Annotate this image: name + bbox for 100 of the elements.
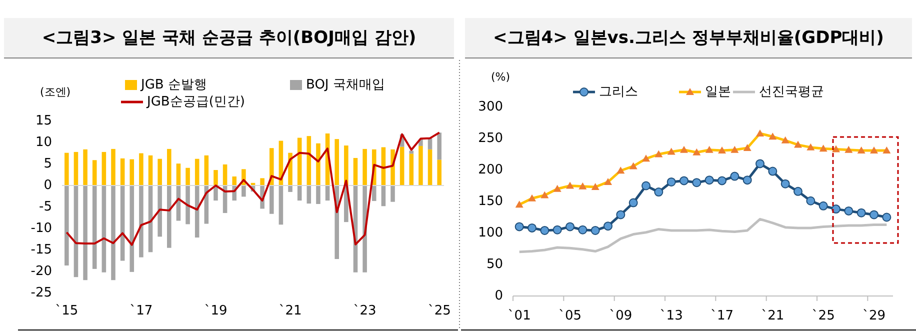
point: [604, 222, 612, 231]
y-tick-label: 250: [478, 131, 503, 146]
bar: [176, 164, 181, 186]
point: [756, 159, 764, 168]
point: [856, 208, 866, 218]
point: [578, 225, 588, 234]
x-tick-label: `21: [278, 304, 302, 318]
legend-item: 선진국평균: [733, 84, 824, 100]
legend-label: BOJ 국채매입: [306, 78, 385, 92]
point: [832, 204, 840, 214]
point: [780, 179, 790, 188]
bar: [74, 152, 78, 186]
legend-label: JGB순공급(민간): [146, 94, 245, 110]
bar: [167, 148, 172, 186]
bar: [390, 186, 395, 202]
legend-label: 일본: [705, 84, 731, 100]
point: [718, 176, 726, 186]
x-tick-label: `13: [660, 308, 683, 324]
point: [666, 177, 676, 186]
bar: [306, 186, 312, 204]
legend-item: BOJ 국채매입: [290, 78, 385, 92]
bar: [437, 132, 442, 160]
y-tick-label: 150: [478, 194, 503, 209]
bar: [334, 139, 339, 186]
bar: [372, 186, 376, 201]
y-tick-label: -15: [30, 242, 52, 258]
bar: [232, 176, 237, 186]
bar: [409, 154, 414, 186]
bar: [186, 168, 190, 186]
point: [590, 226, 600, 235]
bar: [194, 158, 200, 186]
point: [806, 196, 816, 206]
y-tick-label: 0: [494, 288, 503, 304]
bar: [111, 186, 116, 280]
y-tick-label: -25: [30, 286, 52, 300]
point: [818, 201, 828, 210]
y-tick-label: 0: [44, 178, 52, 193]
x-tick-label: `15: [55, 304, 78, 318]
bar: [74, 186, 78, 278]
y-axis-title: (조엔): [40, 86, 71, 98]
bar: [260, 178, 264, 186]
legend-label: 선진국평균: [759, 84, 824, 100]
bar: [139, 186, 144, 258]
legend-label: 그리스: [599, 84, 638, 100]
bar: [130, 186, 134, 272]
bar: [418, 146, 423, 186]
y-tick-label: 15: [35, 114, 52, 128]
bar: [102, 152, 106, 186]
legend-item: JGB순공급(민간): [121, 94, 245, 110]
y-tick-label: 200: [478, 162, 503, 178]
x-tick-label: `25: [428, 304, 451, 318]
bar: [64, 152, 69, 186]
y-tick-label: 50: [486, 257, 503, 272]
point: [704, 176, 714, 185]
y-tick-label: 100: [478, 226, 503, 240]
bar: [130, 159, 134, 186]
bar: [278, 186, 284, 225]
legend-item: 일본: [679, 84, 731, 100]
y-tick-label: 300: [478, 100, 503, 114]
chart-title: <그림3> 일본 국채 순공급 추이(BOJ매입 감안): [42, 28, 416, 48]
y-tick-label: -5: [39, 200, 52, 214]
point: [730, 172, 740, 181]
bar: [111, 148, 116, 186]
point: [552, 225, 562, 234]
bar: [325, 186, 330, 201]
bar: [242, 186, 246, 197]
bar: [428, 149, 432, 186]
point: [628, 198, 638, 208]
legend-item: 그리스: [573, 84, 638, 100]
x-tick-label: `09: [609, 308, 632, 324]
bar: [139, 153, 144, 186]
x-tick-label: `23: [353, 304, 376, 318]
chart-title: <그림4> 일본vs.그리스 정부부채비율(GDP대비): [493, 28, 884, 48]
x-tick-label: `17: [710, 308, 734, 324]
x-tick-label: `21: [761, 308, 784, 324]
bar: [102, 186, 106, 272]
point: [768, 166, 778, 176]
point: [882, 212, 892, 222]
y-tick-label: -20: [30, 264, 52, 279]
bar: [297, 186, 302, 201]
line-series: [66, 132, 440, 246]
bar: [83, 186, 88, 280]
x-tick-label: `17: [130, 304, 153, 318]
x-tick-label: `29: [862, 308, 886, 324]
bar: [120, 158, 125, 186]
bar: [158, 158, 162, 186]
x-tick-label: `25: [812, 308, 835, 324]
y-axis-title: (%): [491, 70, 510, 84]
bar: [167, 186, 172, 248]
point: [844, 206, 854, 216]
bar: [381, 186, 386, 206]
point: [742, 176, 752, 185]
bar: [64, 186, 69, 266]
point: [642, 181, 650, 190]
point: [692, 178, 702, 188]
point: [528, 223, 536, 232]
bar: [400, 146, 404, 186]
bar: [344, 146, 348, 186]
bar: [158, 186, 162, 237]
bar: [83, 149, 88, 186]
